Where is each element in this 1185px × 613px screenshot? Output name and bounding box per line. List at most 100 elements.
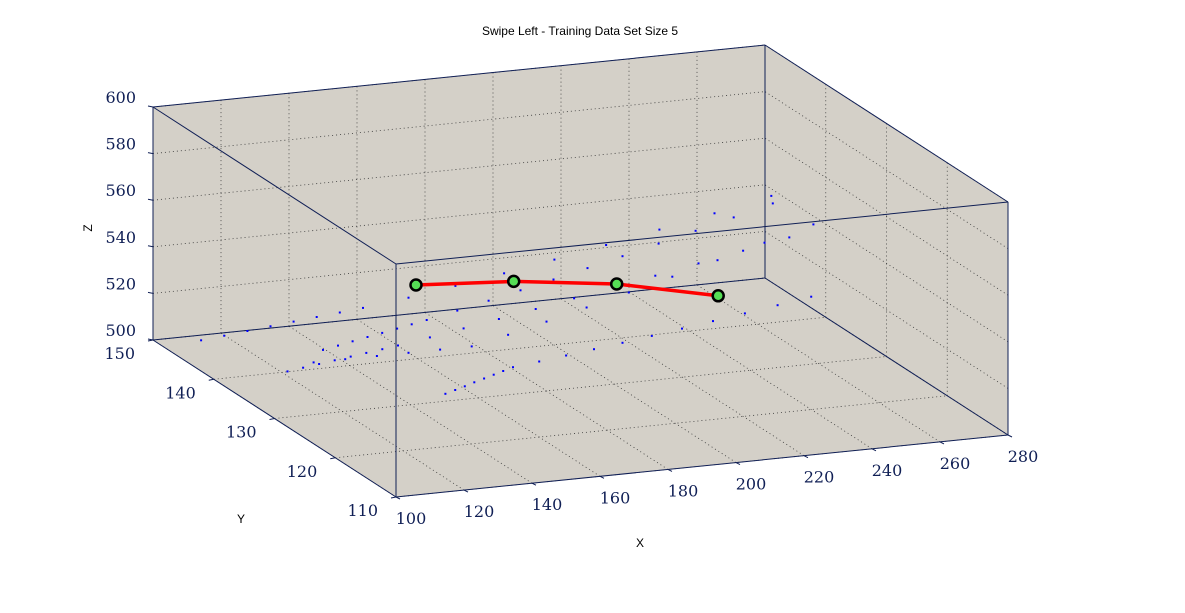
z-tick-mark [147, 245, 154, 248]
path-node [506, 274, 521, 289]
sample-point [338, 311, 341, 314]
sample-point [362, 306, 364, 309]
grid-line-z-backwall [152, 231, 766, 294]
box-edge [152, 44, 766, 108]
sample-point [812, 223, 815, 226]
z-tick-mark [147, 291, 154, 294]
sample-point [771, 202, 774, 205]
sample-point [621, 341, 624, 344]
sample-point [410, 323, 413, 326]
sample-point [351, 340, 354, 343]
x-tick-mark [803, 455, 809, 459]
sample-point [552, 278, 555, 281]
z-tick-mark [147, 105, 154, 108]
sample-point [407, 351, 410, 354]
sample-point [732, 216, 735, 219]
y-tick-label: 150 [104, 344, 135, 363]
sample-point [605, 244, 608, 246]
sample-point [763, 241, 766, 244]
z-tick-label: 580 [105, 135, 136, 154]
z-tick-label: 520 [105, 274, 136, 293]
x-tick-mark [599, 475, 605, 479]
sample-point [697, 262, 700, 265]
sample-point [713, 212, 716, 215]
sample-point [344, 358, 347, 361]
sample-point [492, 373, 495, 376]
x-tick-label: 160 [600, 488, 631, 507]
z-axis-label: Z [81, 224, 95, 231]
back-wall-pane [153, 45, 765, 340]
sample-point [788, 236, 791, 239]
grid-line-x-floor [696, 284, 941, 443]
z-tick-mark [147, 152, 154, 155]
sample-point [671, 275, 674, 278]
x-tick-mark [531, 482, 537, 486]
path-node [711, 289, 725, 303]
sample-point [425, 319, 428, 321]
tick-labels: 100 120 140 160 180 200 220 240 260 280 110 120 130 1… [104, 88, 1038, 528]
sample-point [657, 242, 660, 245]
sample-point [322, 348, 324, 351]
y-tick-mark [208, 378, 214, 381]
x-tick-label: 280 [1008, 447, 1039, 466]
grid-line-y-floor [335, 395, 948, 459]
sample-point [246, 330, 249, 332]
grid-line-x-floor [560, 298, 805, 457]
path-node [609, 277, 624, 291]
sample-point [553, 258, 556, 261]
sample-point [593, 348, 595, 351]
sample-point [315, 316, 318, 318]
sample-point [502, 370, 505, 372]
sample-point [507, 333, 510, 336]
back-box-edges [152, 44, 1009, 498]
sample-point [463, 385, 466, 388]
sample-point [337, 344, 339, 347]
sample-point [269, 325, 272, 328]
sample-point [712, 320, 714, 323]
path-polyline [414, 279, 720, 298]
z-tick-label: 560 [105, 181, 136, 200]
x-tick-mark [463, 489, 469, 493]
sample-point [366, 336, 369, 338]
front-box-edges [152, 106, 1009, 497]
x-tick-label: 260 [940, 454, 971, 473]
sample-point [565, 354, 568, 357]
sample-point [349, 355, 352, 358]
grid-line-z-backwall [152, 184, 766, 248]
grid-line-z-backwall [152, 91, 766, 154]
sample-point [439, 348, 442, 351]
x-tick-mark [735, 462, 741, 466]
sample-point [407, 296, 410, 299]
x-tick-mark [939, 441, 945, 445]
sample-point [497, 318, 500, 320]
grid-line-x-floor [492, 305, 737, 463]
grid-line-z-backwall [152, 137, 766, 201]
y-axis-label: Y [237, 512, 245, 526]
sample-point [318, 363, 321, 365]
x-tick-label: 140 [532, 495, 563, 514]
sample-point [381, 348, 384, 351]
box-edge [395, 434, 1009, 498]
sample-point [286, 370, 289, 373]
sample-point [462, 327, 465, 330]
y-tick-label: 120 [287, 462, 318, 481]
box-edge [764, 44, 1009, 203]
sample-point [397, 344, 399, 347]
z-tick-label: 500 [105, 321, 136, 340]
grid-line-z-sidewall [764, 231, 1009, 389]
sample-point [585, 306, 588, 309]
x-tick-label: 120 [464, 502, 495, 521]
sample-point [650, 334, 653, 337]
x-tick-mark [395, 496, 401, 500]
sample-point [512, 366, 514, 369]
sample-point [456, 309, 459, 312]
sample-point [381, 331, 384, 334]
sample-point [573, 297, 576, 300]
sample-point [200, 339, 203, 342]
z-tick-mark [147, 198, 154, 201]
x-tick-mark [871, 448, 877, 452]
sample-point [681, 327, 683, 330]
sample-point [375, 355, 378, 357]
box-edge-front [152, 106, 397, 265]
sample-point [503, 272, 506, 275]
